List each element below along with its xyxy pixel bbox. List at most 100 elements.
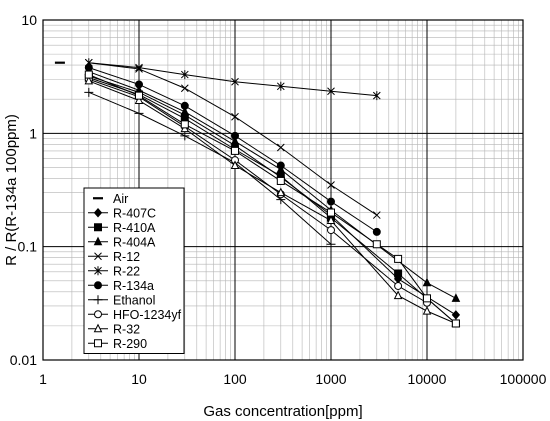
- series-line: [88, 71, 457, 299]
- data-point: [451, 319, 460, 328]
- data-point: [93, 295, 103, 305]
- data-point: [276, 81, 285, 91]
- legend-item: R-134a: [88, 279, 154, 293]
- x-tick-label: 1000: [315, 371, 346, 387]
- data-point: [180, 101, 189, 110]
- x-tick-label: 100: [223, 371, 247, 387]
- data-point: [93, 207, 103, 218]
- legend-label: R-32: [113, 322, 140, 336]
- series-line: [88, 74, 457, 324]
- x-tick-label: 100000: [500, 371, 547, 387]
- data-point: [230, 160, 240, 170]
- data-point: [180, 106, 190, 116]
- data-point: [423, 294, 431, 303]
- data-point: [180, 70, 189, 80]
- data-point: [134, 108, 144, 118]
- legend-label: Ethanol: [113, 293, 155, 307]
- data-point: [135, 91, 143, 100]
- data-point: [94, 339, 102, 348]
- data-point: [394, 281, 403, 290]
- x-tick-label: 10000: [408, 371, 447, 387]
- tick-labels: 1 10 100 1000 10000 100000 10 1 0.1 0.01: [10, 12, 547, 387]
- legend-item: R-22: [88, 264, 140, 278]
- data-point: [327, 197, 335, 206]
- data-point: [84, 87, 94, 97]
- data-point: [94, 281, 102, 290]
- data-point: [394, 254, 403, 263]
- data-point: [84, 63, 93, 72]
- data-point: [327, 208, 335, 217]
- legend: AirR-407CR-410AR-404AR-12R-22R-134aEthan…: [83, 187, 185, 354]
- data-point: [135, 80, 143, 89]
- data-point: [422, 277, 432, 287]
- legend-item: R-407C: [88, 206, 156, 220]
- series-r-290: [84, 70, 460, 328]
- data-point: [276, 161, 285, 170]
- data-point: [372, 211, 381, 219]
- data-point: [326, 239, 336, 249]
- data-point: [393, 290, 403, 300]
- y-tick-label: 0.1: [18, 239, 38, 255]
- legend-item: Ethanol: [88, 293, 155, 307]
- legend-box: [83, 187, 185, 354]
- data-point: [451, 310, 461, 320]
- data-point: [93, 323, 103, 333]
- data-point: [94, 252, 102, 261]
- y-axis-title: R / R(R-134a 100ppm): [3, 114, 20, 266]
- series-ethanol: [84, 87, 336, 249]
- data-point: [372, 227, 381, 236]
- series-r-134a: [84, 63, 381, 236]
- x-tick-label: 10: [131, 371, 147, 387]
- data-point: [231, 77, 239, 87]
- legend-item: R-290: [88, 337, 147, 351]
- y-tick-label: 10: [21, 12, 37, 28]
- plot-series: [54, 58, 461, 328]
- legend-item: R-32: [88, 322, 140, 336]
- x-tick-label: 1: [39, 371, 47, 387]
- x-axis-title: Gas concentration[ppm]: [203, 403, 362, 420]
- data-point: [231, 146, 239, 155]
- series-r-32: [84, 75, 461, 327]
- legend-label: R-134a: [113, 279, 154, 293]
- data-point: [93, 236, 103, 246]
- legend-item: HFO-1234yf: [88, 308, 182, 322]
- data-point: [372, 91, 381, 101]
- data-point: [276, 143, 285, 152]
- data-point: [94, 266, 102, 276]
- data-point: [231, 112, 239, 121]
- data-point: [422, 305, 432, 315]
- data-point: [180, 131, 190, 141]
- data-point: [231, 131, 239, 140]
- data-point: [180, 84, 189, 93]
- series-line: [88, 77, 457, 324]
- legend-item: R-410A: [88, 221, 156, 235]
- data-point: [84, 75, 94, 85]
- series-line: [88, 91, 332, 245]
- legend-item: R-404A: [88, 235, 156, 249]
- legend-label: R-290: [113, 337, 147, 351]
- y-tick-label: 0.01: [10, 352, 37, 368]
- data-point: [372, 240, 381, 249]
- legend-label: R-407C: [113, 206, 156, 220]
- data-point: [326, 215, 336, 225]
- data-point: [134, 95, 144, 104]
- data-point: [327, 181, 335, 189]
- legend-label: R-410A: [113, 221, 156, 235]
- data-point: [327, 226, 335, 235]
- data-point: [94, 310, 102, 319]
- legend-item: Air: [93, 192, 128, 206]
- legend-item: R-12: [88, 250, 140, 264]
- grid: [43, 20, 523, 360]
- data-point: [276, 176, 285, 185]
- data-point: [451, 293, 461, 302]
- legend-label: R-12: [113, 250, 140, 264]
- data-point: [230, 136, 240, 145]
- data-point: [327, 86, 335, 96]
- y-tick-label: 1: [29, 125, 37, 141]
- legend-label: Air: [113, 192, 128, 206]
- data-point: [84, 70, 93, 79]
- legend-label: HFO-1234yf: [113, 308, 182, 322]
- data-point: [394, 269, 403, 278]
- data-point: [135, 63, 143, 73]
